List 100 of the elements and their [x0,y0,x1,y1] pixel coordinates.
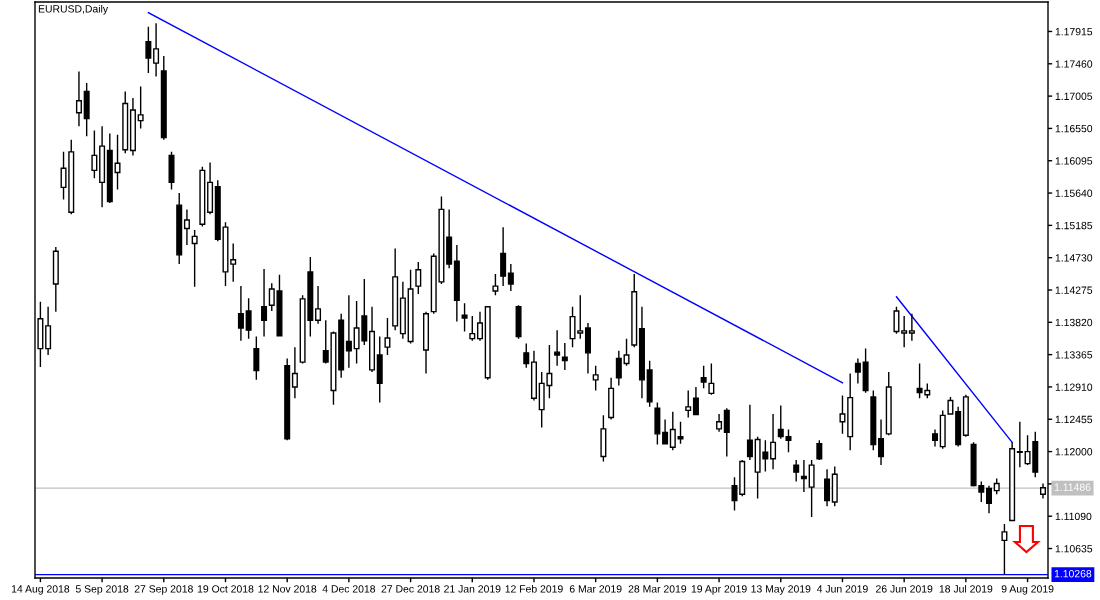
candlestick [523,342,530,369]
ref-line-label: 1.10268 [1054,570,1092,578]
candlestick [230,242,237,283]
y-tick-label: 1.14275 [1055,286,1093,294]
candlestick [793,459,800,483]
x-tick-label: 6 Mar 2019 [569,585,622,593]
candlestick [45,305,52,356]
x-tick-label: 18 Jul 2019 [939,584,993,593]
candlestick [561,342,568,371]
candlestick [692,386,699,417]
candlestick [816,439,823,461]
candlestick [75,70,82,127]
candlestick [168,151,175,191]
candlestick [345,294,352,369]
y-tick-label: 1.12910 [1055,383,1093,391]
candlestick [476,310,484,342]
candlestick [646,359,653,408]
x-tick-label: 4 Jun 2019 [816,585,868,593]
y-tick-label: 1.12000 [1055,448,1093,456]
candlestick [122,90,129,154]
candlestick [808,459,815,518]
candlestick [600,414,607,463]
candlestick [114,134,121,191]
candlestick [908,313,915,342]
y-tick-label: 1.17005 [1055,92,1093,100]
candlestick [893,305,900,335]
candlestick [685,389,692,419]
candlestick [492,273,499,297]
candlestick [137,85,144,130]
candlestick [800,459,807,493]
candlestick [106,132,113,204]
candlestick [939,409,946,450]
candlestick [723,407,730,458]
candlestick [261,268,268,338]
candlestick [530,350,537,402]
y-tick-label: 1.17915 [1055,27,1093,36]
candlestick [284,357,291,441]
candlestick [253,335,260,381]
candlestick [592,364,599,392]
candlestick [392,247,399,331]
ref-line-label: 1.11486 [1054,483,1091,491]
candlestick [245,297,252,340]
candlestick [129,97,136,157]
candlestick [638,305,645,400]
candlestick [369,305,376,373]
candlestick [584,322,591,375]
x-tick-label: 4 Dec 2018 [322,585,376,593]
candlestick [176,192,183,265]
candlestick [153,22,160,78]
x-tick-label: 27 Dec 2018 [381,585,440,593]
candlestick [677,421,684,445]
candlestick [376,335,383,404]
x-tick-label: 5 Sep 2018 [75,585,129,595]
y-tick-label: 1.11090 [1055,512,1092,521]
candlestick [901,315,908,348]
candlestick [993,477,1000,495]
candlestick [500,226,507,287]
y-tick-label: 1.13820 [1055,318,1093,327]
y-tick-label: 1.15185 [1055,221,1093,230]
candlestick [870,389,877,451]
candlestick [824,468,831,507]
candlestick [631,273,638,348]
candlestick [145,26,152,74]
candlestick [453,244,460,323]
y-tick-label: 1.16095 [1055,157,1093,165]
candlestick [446,208,453,270]
candlestick [1016,421,1023,468]
candlestick [338,313,345,379]
candlestick [99,125,106,208]
y-tick-label: 1.13365 [1055,351,1093,359]
candlestick [469,315,476,342]
candlestick [199,166,206,228]
x-tick-label: 19 Apr 2019 [691,585,747,595]
candlestick [885,371,892,436]
y-tick-label: 1.16550 [1055,124,1093,133]
candlestick [746,404,753,461]
candlestick [160,55,167,141]
candlestick [183,208,190,246]
candlestick [399,281,406,340]
x-tick-label: 12 Feb 2019 [505,584,563,593]
candlestick [291,346,298,400]
y-tick-label: 1.17460 [1055,60,1093,68]
x-tick-label: 9 Aug 2019 [1001,585,1054,595]
candlestick [407,269,414,345]
candlestick [955,406,962,448]
candlestick [708,362,715,396]
candlestick [615,350,622,387]
candlestick [191,229,198,288]
candlestick [461,302,468,333]
candlestick [623,337,630,367]
candlestick [484,305,491,381]
candlestick [507,263,514,292]
candlestick [237,285,244,342]
candlestick [415,261,422,295]
candlestick [52,246,59,313]
candlestick [770,413,777,471]
candlestick [716,413,723,433]
candlestick [207,161,214,216]
candlestick [662,418,669,446]
candlestick [831,465,838,507]
